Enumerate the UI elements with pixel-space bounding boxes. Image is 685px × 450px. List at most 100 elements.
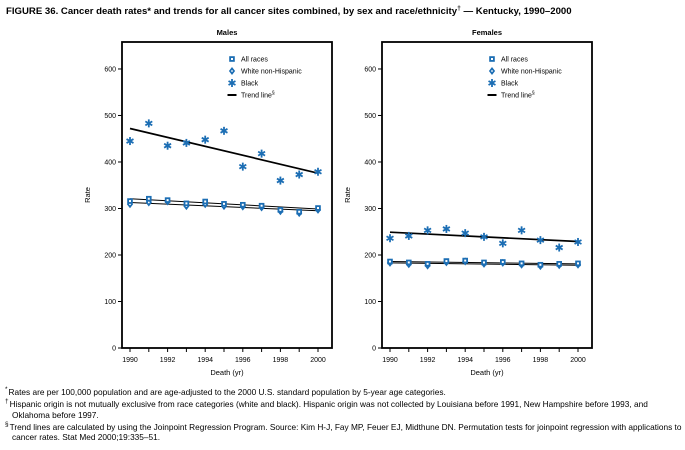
figure-title: FIGURE 36. Cancer death rates* and trend… bbox=[6, 5, 682, 17]
square-marker-center bbox=[185, 202, 188, 205]
y-tick-label: 100 bbox=[364, 299, 376, 306]
y-tick-label: 200 bbox=[364, 252, 376, 259]
asterisk-marker bbox=[238, 163, 247, 170]
asterisk-marker bbox=[555, 244, 564, 251]
square-marker-center bbox=[520, 262, 523, 265]
x-tick-label: 1992 bbox=[160, 357, 176, 364]
x-axis-label: Death (yr) bbox=[210, 368, 244, 377]
chart-males: Males 0 100 200 300 400 500 600 1990 1992 1994 1996… bbox=[83, 28, 333, 377]
square-marker-center bbox=[558, 262, 561, 265]
x-axis-label: Death (yr) bbox=[470, 368, 504, 377]
series-black bbox=[386, 224, 582, 252]
asterisk-marker bbox=[257, 150, 266, 157]
asterisk-marker bbox=[126, 138, 134, 144]
legend: All races White non-Hispanic Black Trend li… bbox=[487, 56, 562, 100]
y-tick-label: 500 bbox=[364, 113, 376, 120]
asterisk-marker bbox=[314, 168, 322, 175]
x-axis: 1990 1992 1994 1996 1998 2000 bbox=[382, 348, 586, 364]
asterisk-marker bbox=[276, 177, 285, 184]
footnote-hispanic: †Hispanic origin is not mutually exclusi… bbox=[5, 398, 683, 421]
y-axis: 0 100 200 300 400 500 600 bbox=[364, 66, 382, 353]
asterisk-marker bbox=[461, 230, 470, 236]
asterisk-marker bbox=[404, 233, 413, 239]
diamond-marker-center bbox=[129, 203, 131, 206]
legend-label: All races bbox=[501, 57, 528, 64]
square-marker-center bbox=[577, 262, 579, 265]
trend-line-black bbox=[129, 127, 319, 174]
footnote-trend-text: Trend lines are calculated by using the … bbox=[9, 421, 682, 443]
footnote-rates: *Rates are per 100,000 population and ar… bbox=[5, 386, 683, 398]
square-marker-center bbox=[539, 263, 542, 266]
square-marker-center bbox=[445, 260, 448, 263]
square-marker-center bbox=[223, 202, 225, 205]
asterisk-marker bbox=[574, 239, 582, 245]
y-tick-label: 0 bbox=[372, 346, 376, 353]
x-tick-label: 1994 bbox=[457, 357, 473, 364]
square-marker-center bbox=[426, 262, 429, 265]
y-tick-label: 600 bbox=[364, 66, 376, 73]
y-axis: 0 100 200 300 400 500 600 bbox=[104, 66, 122, 353]
square-marker-center bbox=[204, 200, 207, 203]
y-tick-label: 200 bbox=[104, 252, 116, 259]
y-tick-label: 600 bbox=[104, 66, 116, 73]
square-marker-center bbox=[407, 261, 410, 264]
y-axis-label: Rate bbox=[343, 187, 352, 203]
legend-label: White non-Hispanic bbox=[241, 69, 302, 76]
asterisk-marker bbox=[182, 140, 191, 146]
asterisk-marker bbox=[163, 142, 172, 149]
y-tick-label: 400 bbox=[364, 159, 376, 166]
panel-title: Males bbox=[217, 28, 238, 37]
series-all-races bbox=[127, 195, 321, 215]
x-tick-label: 1990 bbox=[122, 357, 138, 364]
legend-label: Black bbox=[241, 81, 259, 88]
y-tick-label: 100 bbox=[104, 299, 116, 306]
square-marker-center bbox=[501, 260, 504, 263]
diamond-marker-center bbox=[491, 70, 493, 72]
panel-title: Females bbox=[472, 28, 502, 37]
legend-label: Trend line§ bbox=[241, 91, 275, 100]
square-marker-center bbox=[147, 197, 150, 200]
dagger-superscript: † bbox=[457, 5, 461, 12]
square-marker-center bbox=[241, 203, 244, 206]
figure-title-text: FIGURE 36. Cancer death rates* and trend… bbox=[6, 6, 458, 18]
legend-label: All races bbox=[241, 57, 268, 64]
asterisk-marker bbox=[517, 227, 526, 234]
asterisk-marker bbox=[201, 136, 210, 143]
x-tick-label: 2000 bbox=[310, 357, 326, 364]
square-marker-center bbox=[166, 199, 169, 202]
x-tick-label: 1994 bbox=[197, 357, 213, 364]
asterisk-marker bbox=[220, 128, 228, 134]
y-axis-label: Rate bbox=[83, 187, 92, 203]
y-tick-label: 0 bbox=[112, 346, 116, 353]
square-marker-center bbox=[260, 204, 263, 207]
square-marker-center bbox=[129, 200, 131, 203]
y-tick-label: 300 bbox=[364, 206, 376, 213]
y-tick-label: 400 bbox=[104, 159, 116, 166]
x-axis: 1990 1992 1994 1996 1998 2000 bbox=[122, 348, 326, 364]
trend-lines bbox=[129, 127, 319, 212]
asterisk-marker bbox=[498, 240, 507, 247]
footnote-trend: §Trend lines are calculated by using the… bbox=[5, 421, 683, 444]
asterisk-marker bbox=[442, 226, 451, 232]
square-marker-center bbox=[389, 260, 391, 263]
footnote-hispanic-text: Hispanic origin is not mutually exclusiv… bbox=[9, 398, 648, 420]
series-all-races bbox=[387, 257, 581, 268]
asterisk-marker bbox=[423, 227, 432, 234]
figure-title-suffix: — Kentucky, 1990–2000 bbox=[460, 6, 572, 18]
x-tick-label: 2000 bbox=[570, 357, 586, 364]
plot-box bbox=[121, 41, 333, 349]
legend-label: Trend line§ bbox=[501, 91, 535, 100]
legend: All races White non-Hispanic Black Trend li… bbox=[227, 56, 302, 100]
square-marker-center bbox=[279, 208, 282, 211]
diamond-marker-center bbox=[147, 201, 150, 204]
square-marker-center bbox=[464, 259, 467, 262]
asterisk-marker bbox=[536, 237, 545, 243]
section-symbol: § bbox=[5, 420, 9, 428]
plot-box bbox=[381, 41, 593, 349]
x-tick-label: 1996 bbox=[235, 357, 251, 364]
x-tick-label: 1992 bbox=[420, 357, 436, 364]
x-tick-label: 1990 bbox=[382, 357, 398, 364]
footnote-rates-text: Rates are per 100,000 population and are… bbox=[8, 386, 446, 397]
